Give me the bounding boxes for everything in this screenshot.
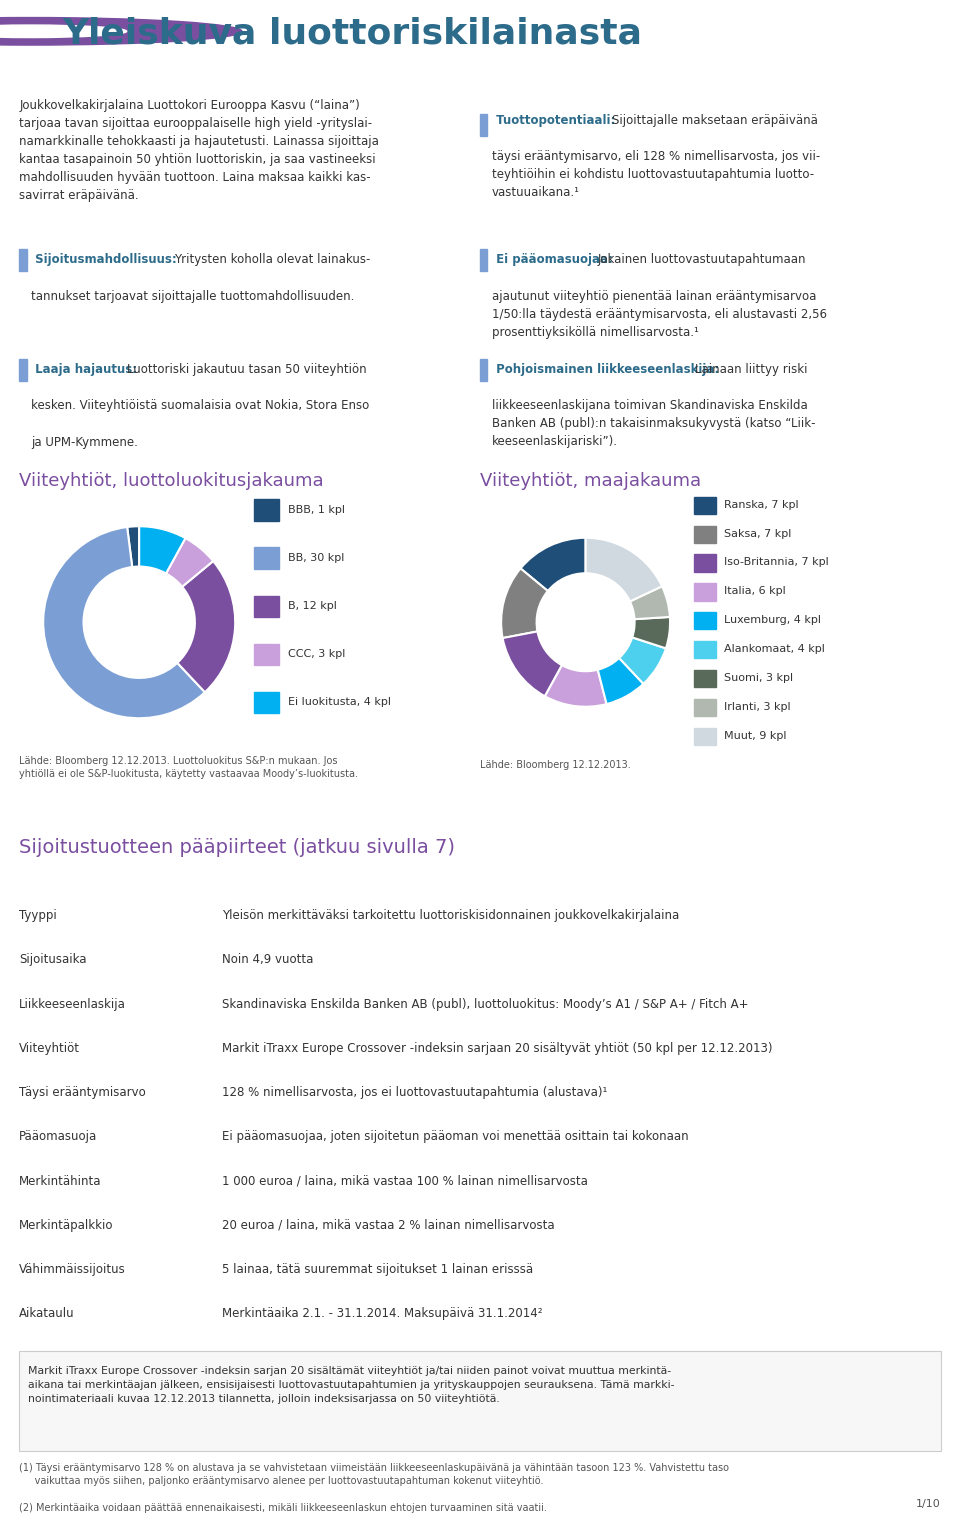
Text: 1/10: 1/10 xyxy=(916,1500,941,1509)
Wedge shape xyxy=(43,527,204,718)
Text: Tuottopotentiaali:: Tuottopotentiaali: xyxy=(492,113,619,127)
Text: täysi erääntymisarvo, eli 128 % nimellisarvosta, jos vii-
teyhtiöihin ei kohdist: täysi erääntymisarvo, eli 128 % nimellis… xyxy=(492,150,820,199)
Text: Suomi, 3 kpl: Suomi, 3 kpl xyxy=(724,673,793,683)
Text: Liikkeeseenlaskija: Liikkeeseenlaskija xyxy=(19,997,126,1011)
Text: ja UPM-Kymmene.: ja UPM-Kymmene. xyxy=(31,437,138,449)
Bar xyxy=(694,496,716,515)
Text: Merkintähinta: Merkintähinta xyxy=(19,1174,102,1188)
Text: Luottoriski jakautuu tasan 50 viiteyhtiön: Luottoriski jakautuu tasan 50 viiteyhtiö… xyxy=(127,363,367,376)
Text: Irlanti, 3 kpl: Irlanti, 3 kpl xyxy=(724,702,790,712)
Text: Alankomaat, 4 kpl: Alankomaat, 4 kpl xyxy=(724,644,825,654)
Text: liikkeeseenlaskijana toimivan Skandinaviska Enskilda
Banken AB (publ):n takaisin: liikkeeseenlaskijana toimivan Skandinavi… xyxy=(492,400,815,449)
Wedge shape xyxy=(139,527,185,574)
Text: Sijoitustuotteen pääpiirteet (jatkuu sivulla 7): Sijoitustuotteen pääpiirteet (jatkuu siv… xyxy=(19,838,455,857)
Text: Sijoittajalle maksetaan eräpäivänä: Sijoittajalle maksetaan eräpäivänä xyxy=(612,113,818,127)
Text: Yleiskuva luottoriskilainasta: Yleiskuva luottoriskilainasta xyxy=(62,17,642,50)
Text: Joukkovelkakirjalaina Luottokori Eurooppa Kasvu (“laina”)
tarjoaa tavan sijoitta: Joukkovelkakirjalaina Luottokori Euroopp… xyxy=(19,99,379,202)
Wedge shape xyxy=(630,586,670,618)
Text: Ei pääomasuojaa, joten sijoitetun pääoman voi menettää osittain tai kokonaan: Ei pääomasuojaa, joten sijoitetun pääoma… xyxy=(222,1130,688,1144)
Text: 1 000 euroa / laina, mikä vastaa 100 % lainan nimellisarvosta: 1 000 euroa / laina, mikä vastaa 100 % l… xyxy=(222,1174,588,1188)
Text: ajautunut viiteyhtiö pienentää lainan erääntymisarvoa
1/50:lla täydestä erääntym: ajautunut viiteyhtiö pienentää lainan er… xyxy=(492,290,827,339)
Text: Jokainen luottovastuutapahtumaan: Jokainen luottovastuutapahtumaan xyxy=(598,253,806,266)
Wedge shape xyxy=(598,658,643,704)
Text: Lähde: Bloomberg 12.12.2013.: Lähde: Bloomberg 12.12.2013. xyxy=(480,760,631,771)
Text: CCC, 3 kpl: CCC, 3 kpl xyxy=(288,649,345,660)
Bar xyxy=(694,670,716,687)
Bar xyxy=(253,644,279,666)
Circle shape xyxy=(0,24,127,38)
Text: Merkintäpalkkio: Merkintäpalkkio xyxy=(19,1219,113,1232)
Text: Tyyppi: Tyyppi xyxy=(19,909,57,922)
Text: Viiteyhtiöt, maajakauma: Viiteyhtiöt, maajakauma xyxy=(480,472,701,490)
Wedge shape xyxy=(166,538,213,586)
Bar xyxy=(19,359,27,382)
Text: Markit iTraxx Europe Crossover -indeksin sarjan 20 sisältämät viiteyhtiöt ja/tai: Markit iTraxx Europe Crossover -indeksin… xyxy=(29,1367,675,1405)
Text: Markit iTraxx Europe Crossover -indeksin sarjaan 20 sisältyvät yhtiöt (50 kpl pe: Markit iTraxx Europe Crossover -indeksin… xyxy=(222,1041,773,1055)
Text: Yritysten koholla olevat lainakus-: Yritysten koholla olevat lainakus- xyxy=(174,253,371,266)
Wedge shape xyxy=(127,527,139,567)
Text: Viiteyhtiöt: Viiteyhtiöt xyxy=(19,1041,81,1055)
Text: 5 lainaa, tätä suuremmat sijoitukset 1 lainan erisssä: 5 lainaa, tätä suuremmat sijoitukset 1 l… xyxy=(222,1263,533,1277)
Text: Lähde: Bloomberg 12.12.2013. Luottoluokitus S&P:n mukaan. Jos
yhtiöllä ei ole S&: Lähde: Bloomberg 12.12.2013. Luottoluoki… xyxy=(19,756,358,779)
Bar xyxy=(694,699,716,716)
Text: Yleisön merkittäväksi tarkoitettu luottoriskisidonnainen joukkovelkakirjalaina: Yleisön merkittäväksi tarkoitettu luotto… xyxy=(222,909,680,922)
Circle shape xyxy=(0,17,242,46)
Wedge shape xyxy=(619,637,666,684)
Bar xyxy=(480,359,488,382)
Bar xyxy=(480,113,488,136)
Text: Sijoitusmahdollisuus:: Sijoitusmahdollisuus: xyxy=(31,253,181,266)
Text: Muut, 9 kpl: Muut, 9 kpl xyxy=(724,730,786,741)
Text: Pohjoismainen liikkeeseenlaskija:: Pohjoismainen liikkeeseenlaskija: xyxy=(492,363,723,376)
Text: BBB, 1 kpl: BBB, 1 kpl xyxy=(288,505,345,515)
Text: Ranska, 7 kpl: Ranska, 7 kpl xyxy=(724,499,799,510)
Text: Ei luokitusta, 4 kpl: Ei luokitusta, 4 kpl xyxy=(288,698,391,707)
Bar xyxy=(253,548,279,570)
Wedge shape xyxy=(520,538,586,591)
Text: (2) Merkintäaika voidaan päättää ennenaikaisesti, mikäli liikkeeseenlaskun ehtoj: (2) Merkintäaika voidaan päättää ennenai… xyxy=(19,1503,547,1513)
Circle shape xyxy=(0,8,396,55)
Text: 20 euroa / laina, mikä vastaa 2 % lainan nimellisarvosta: 20 euroa / laina, mikä vastaa 2 % lainan… xyxy=(222,1219,555,1232)
Text: Vähimmäissijoitus: Vähimmäissijoitus xyxy=(19,1263,126,1277)
Text: Italia, 6 kpl: Italia, 6 kpl xyxy=(724,586,785,596)
Wedge shape xyxy=(586,538,662,602)
Text: (1) Täysi erääntymisarvo 128 % on alustava ja se vahvistetaan viimeistään liikke: (1) Täysi erääntymisarvo 128 % on alusta… xyxy=(19,1463,730,1486)
Text: Iso-Britannia, 7 kpl: Iso-Britannia, 7 kpl xyxy=(724,557,828,568)
Text: B, 12 kpl: B, 12 kpl xyxy=(288,602,337,611)
Text: Saksa, 7 kpl: Saksa, 7 kpl xyxy=(724,528,791,539)
FancyBboxPatch shape xyxy=(19,1351,941,1451)
Text: Pääomasuoja: Pääomasuoja xyxy=(19,1130,98,1144)
Bar xyxy=(694,727,716,745)
Wedge shape xyxy=(501,568,548,638)
Text: Luxemburg, 4 kpl: Luxemburg, 4 kpl xyxy=(724,615,821,625)
Bar xyxy=(253,692,279,713)
Text: BB, 30 kpl: BB, 30 kpl xyxy=(288,553,344,563)
Text: Täysi erääntymisarvo: Täysi erääntymisarvo xyxy=(19,1086,146,1099)
Text: Noin 4,9 vuotta: Noin 4,9 vuotta xyxy=(222,953,313,967)
Text: Ei pääomasuojaa:: Ei pääomasuojaa: xyxy=(492,253,617,266)
Bar xyxy=(19,249,27,272)
Bar xyxy=(694,612,716,629)
Text: Lainaan liittyy riski: Lainaan liittyy riski xyxy=(695,363,807,376)
Bar xyxy=(694,554,716,571)
Bar xyxy=(253,596,279,617)
Text: kesken. Viiteyhtiöistä suomalaisia ovat Nokia, Stora Enso: kesken. Viiteyhtiöistä suomalaisia ovat … xyxy=(31,400,370,412)
Bar xyxy=(694,641,716,658)
Bar xyxy=(480,249,488,272)
Text: Viiteyhtiöt, luottoluokitusjakauma: Viiteyhtiöt, luottoluokitusjakauma xyxy=(19,472,324,490)
Text: tannukset tarjoavat sijoittajalle tuottomahdollisuuden.: tannukset tarjoavat sijoittajalle tuotto… xyxy=(31,290,354,302)
Text: Aikataulu: Aikataulu xyxy=(19,1307,75,1321)
Text: Sijoitusaika: Sijoitusaika xyxy=(19,953,86,967)
Text: Skandinaviska Enskilda Banken AB (publ), luottoluokitus: Moody’s A1 / S&P A+ / F: Skandinaviska Enskilda Banken AB (publ),… xyxy=(222,997,749,1011)
Wedge shape xyxy=(503,632,562,696)
Text: Laaja hajautus:: Laaja hajautus: xyxy=(31,363,141,376)
Bar xyxy=(253,499,279,521)
Wedge shape xyxy=(545,666,607,707)
Text: 128 % nimellisarvosta, jos ei luottovastuutapahtumia (alustava)¹: 128 % nimellisarvosta, jos ei luottovast… xyxy=(222,1086,608,1099)
Bar xyxy=(694,525,716,544)
Bar xyxy=(694,583,716,600)
Wedge shape xyxy=(178,560,235,692)
Text: Merkintäaika 2.1. - 31.1.2014. Maksupäivä 31.1.2014²: Merkintäaika 2.1. - 31.1.2014. Maksupäiv… xyxy=(222,1307,542,1321)
Wedge shape xyxy=(633,617,670,649)
